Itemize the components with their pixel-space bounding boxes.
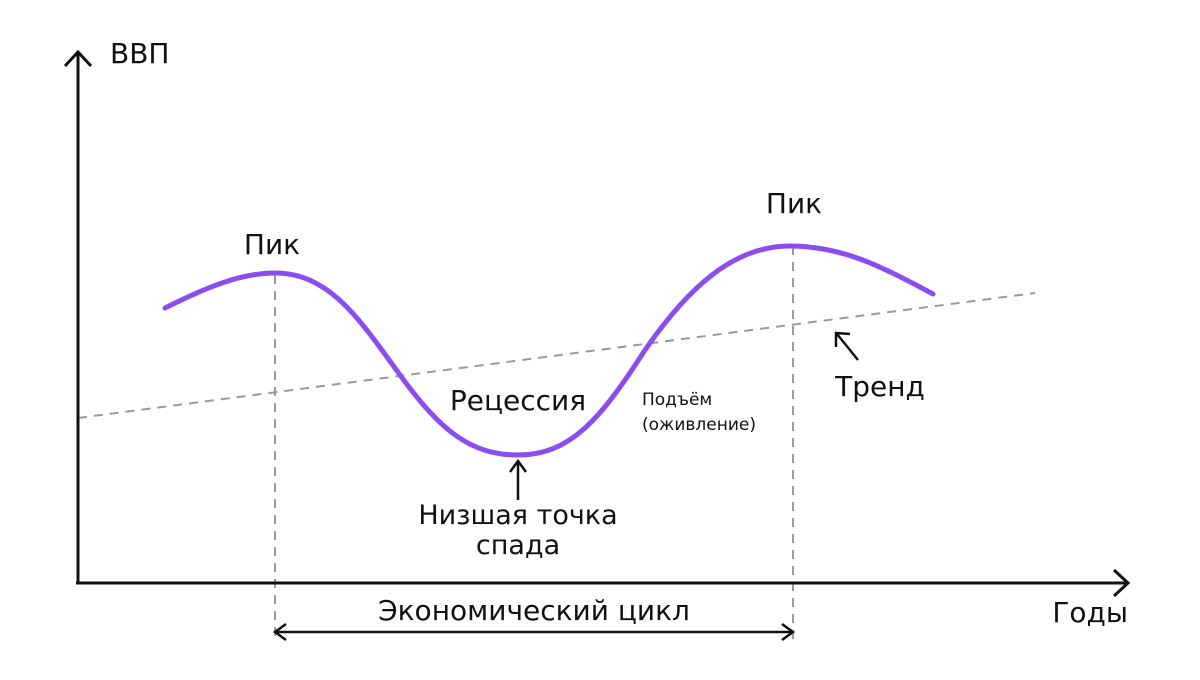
trough-label-line2: спада [476,530,560,561]
cycle-span-left-head [272,622,287,642]
trend-line [77,292,1036,419]
recovery-label-line2: (оживление) [642,415,756,435]
recovery-label-line1: Подъём [642,390,712,410]
business-cycle-curve [162,243,936,458]
trend-arrow-shaft [836,333,859,361]
trend-label: Тренд [834,370,925,403]
y-axis-arrowhead [63,49,93,68]
x-axis-label: Годы [1052,596,1128,629]
x-axis-arrowhead [1112,568,1131,598]
cycle-label: Экономический цикл [378,594,690,627]
trend-arrow-head [834,331,851,347]
cycle-span-right-head [781,622,796,642]
recession-label: Рецессия [450,384,586,417]
y-axis-label: ВВП [110,37,169,70]
trough-label-line1: Низшая точка [418,500,617,531]
trough-arrow-head [508,458,528,473]
peak-left-label: Пик [244,228,300,261]
peak-right-label: Пик [766,187,822,220]
